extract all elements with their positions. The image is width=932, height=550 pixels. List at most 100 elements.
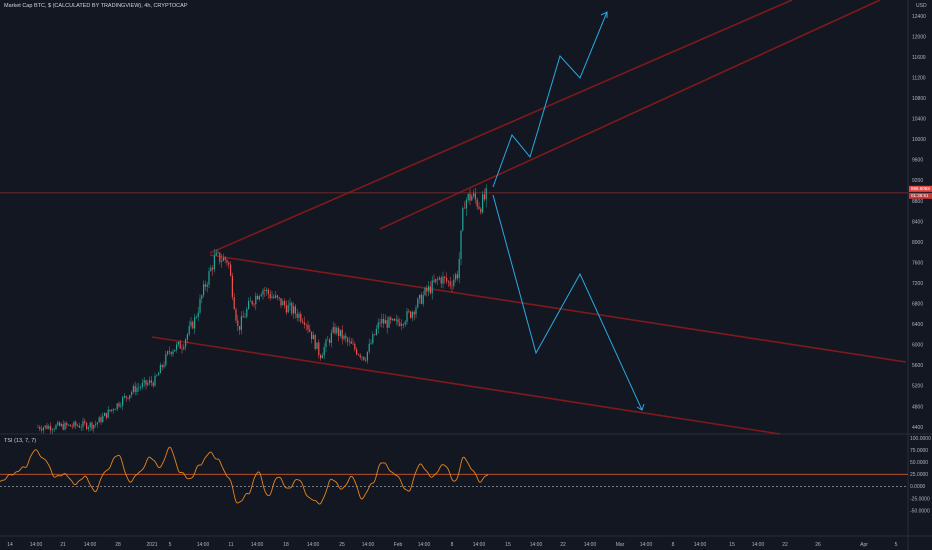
price-tick-label: 8800	[912, 199, 923, 205]
time-tick-label: 5	[895, 542, 898, 548]
candle-body	[298, 313, 300, 318]
candle-body	[251, 300, 253, 305]
candle-body	[343, 335, 345, 339]
candle-body	[197, 312, 199, 318]
time-tick-label: 15	[505, 542, 511, 548]
candle-body	[195, 317, 197, 318]
countdown-tag	[909, 192, 932, 199]
time-tick-label: 14:00	[307, 542, 320, 548]
trendline	[209, 254, 907, 363]
candle-body	[406, 311, 408, 322]
candle-body	[50, 426, 52, 431]
time-tick-label: 21	[60, 542, 66, 548]
price-tick-label: 6800	[912, 302, 923, 308]
candle-body	[246, 308, 248, 317]
candle-body	[293, 306, 295, 314]
candle-body	[429, 286, 431, 294]
candle-body	[122, 397, 124, 406]
bearish-arrowhead	[636, 403, 645, 411]
candle-body	[96, 422, 98, 425]
candle-body	[386, 320, 388, 328]
candle-body	[437, 278, 439, 280]
candle-body	[53, 429, 55, 430]
time-tick-label: 14:00	[362, 542, 375, 548]
candle-body	[177, 341, 179, 345]
candle-body	[147, 383, 149, 385]
candle-body	[237, 320, 239, 327]
candle-body	[170, 352, 172, 354]
candle-body	[181, 348, 183, 350]
price-tick-label: 6000	[912, 343, 923, 349]
tsi-tick-label: -50.0000	[910, 508, 930, 514]
time-tick-label: 14	[7, 542, 13, 548]
candle-body	[118, 403, 120, 407]
price-tick-label: 9200	[912, 178, 923, 184]
time-tick-label: 22	[782, 542, 788, 548]
candle-body	[465, 199, 467, 209]
candle-body	[363, 356, 365, 361]
candle-body	[365, 360, 367, 361]
candle-body	[93, 424, 95, 429]
candle-body	[447, 281, 449, 282]
tsi-tick-label: 50.0000	[910, 460, 928, 466]
candle-body	[451, 285, 453, 287]
candle-body	[39, 427, 41, 430]
candle-body	[314, 335, 316, 349]
trendline	[209, 0, 793, 254]
candle-body	[165, 354, 167, 366]
candle-body	[345, 335, 347, 339]
candle-body	[138, 387, 140, 389]
candle-body	[305, 324, 307, 326]
candle-body	[249, 300, 251, 302]
candle-body	[141, 382, 143, 388]
candle-body	[327, 339, 329, 341]
candle-body	[176, 344, 178, 350]
candle-body	[329, 339, 331, 343]
candle-body	[185, 339, 187, 347]
price-tick-label: 8400	[912, 219, 923, 225]
candle-body	[411, 311, 413, 318]
candle-body	[86, 423, 88, 429]
candle-body	[483, 194, 485, 200]
candle-body	[204, 284, 206, 287]
candle-body	[233, 297, 235, 310]
candle-body	[390, 317, 392, 321]
candle-body	[323, 347, 325, 356]
candle-body	[213, 255, 215, 270]
candle-body	[215, 252, 217, 256]
candle-body	[262, 290, 264, 295]
price-tick-label: 10800	[912, 96, 926, 102]
candle-body	[107, 409, 109, 418]
candle-body	[480, 208, 482, 213]
candle-body	[68, 424, 70, 426]
tsi-tick-label: 100.0000	[910, 436, 931, 442]
candle-body	[174, 349, 176, 352]
time-tick-label: 14:00	[30, 542, 43, 548]
candle-body	[368, 343, 370, 352]
candle-body	[485, 188, 487, 200]
candle-body	[260, 294, 262, 297]
candle-body	[150, 380, 152, 383]
candle-body	[113, 409, 115, 411]
candle-body	[311, 331, 313, 340]
candle-body	[285, 305, 287, 313]
candle-body	[379, 322, 381, 324]
bullish-arrowhead	[600, 11, 608, 18]
last-price-tag	[909, 185, 932, 192]
candle-body	[134, 386, 136, 393]
candle-body	[388, 317, 390, 328]
candle-body	[415, 307, 417, 315]
candle-body	[294, 306, 296, 314]
candle-body	[267, 289, 269, 294]
time-tick-label: 14:00	[530, 542, 543, 548]
candle-body	[341, 329, 343, 339]
candle-body	[244, 316, 246, 318]
tsi-line	[0, 446, 489, 505]
candle-body	[303, 322, 305, 325]
candle-body	[383, 318, 385, 324]
candle-body	[287, 305, 289, 313]
last-price-tag-label: 895.80Bn	[911, 186, 931, 191]
candle-body	[87, 427, 89, 429]
candle-body	[102, 416, 104, 422]
candle-body	[159, 364, 161, 374]
